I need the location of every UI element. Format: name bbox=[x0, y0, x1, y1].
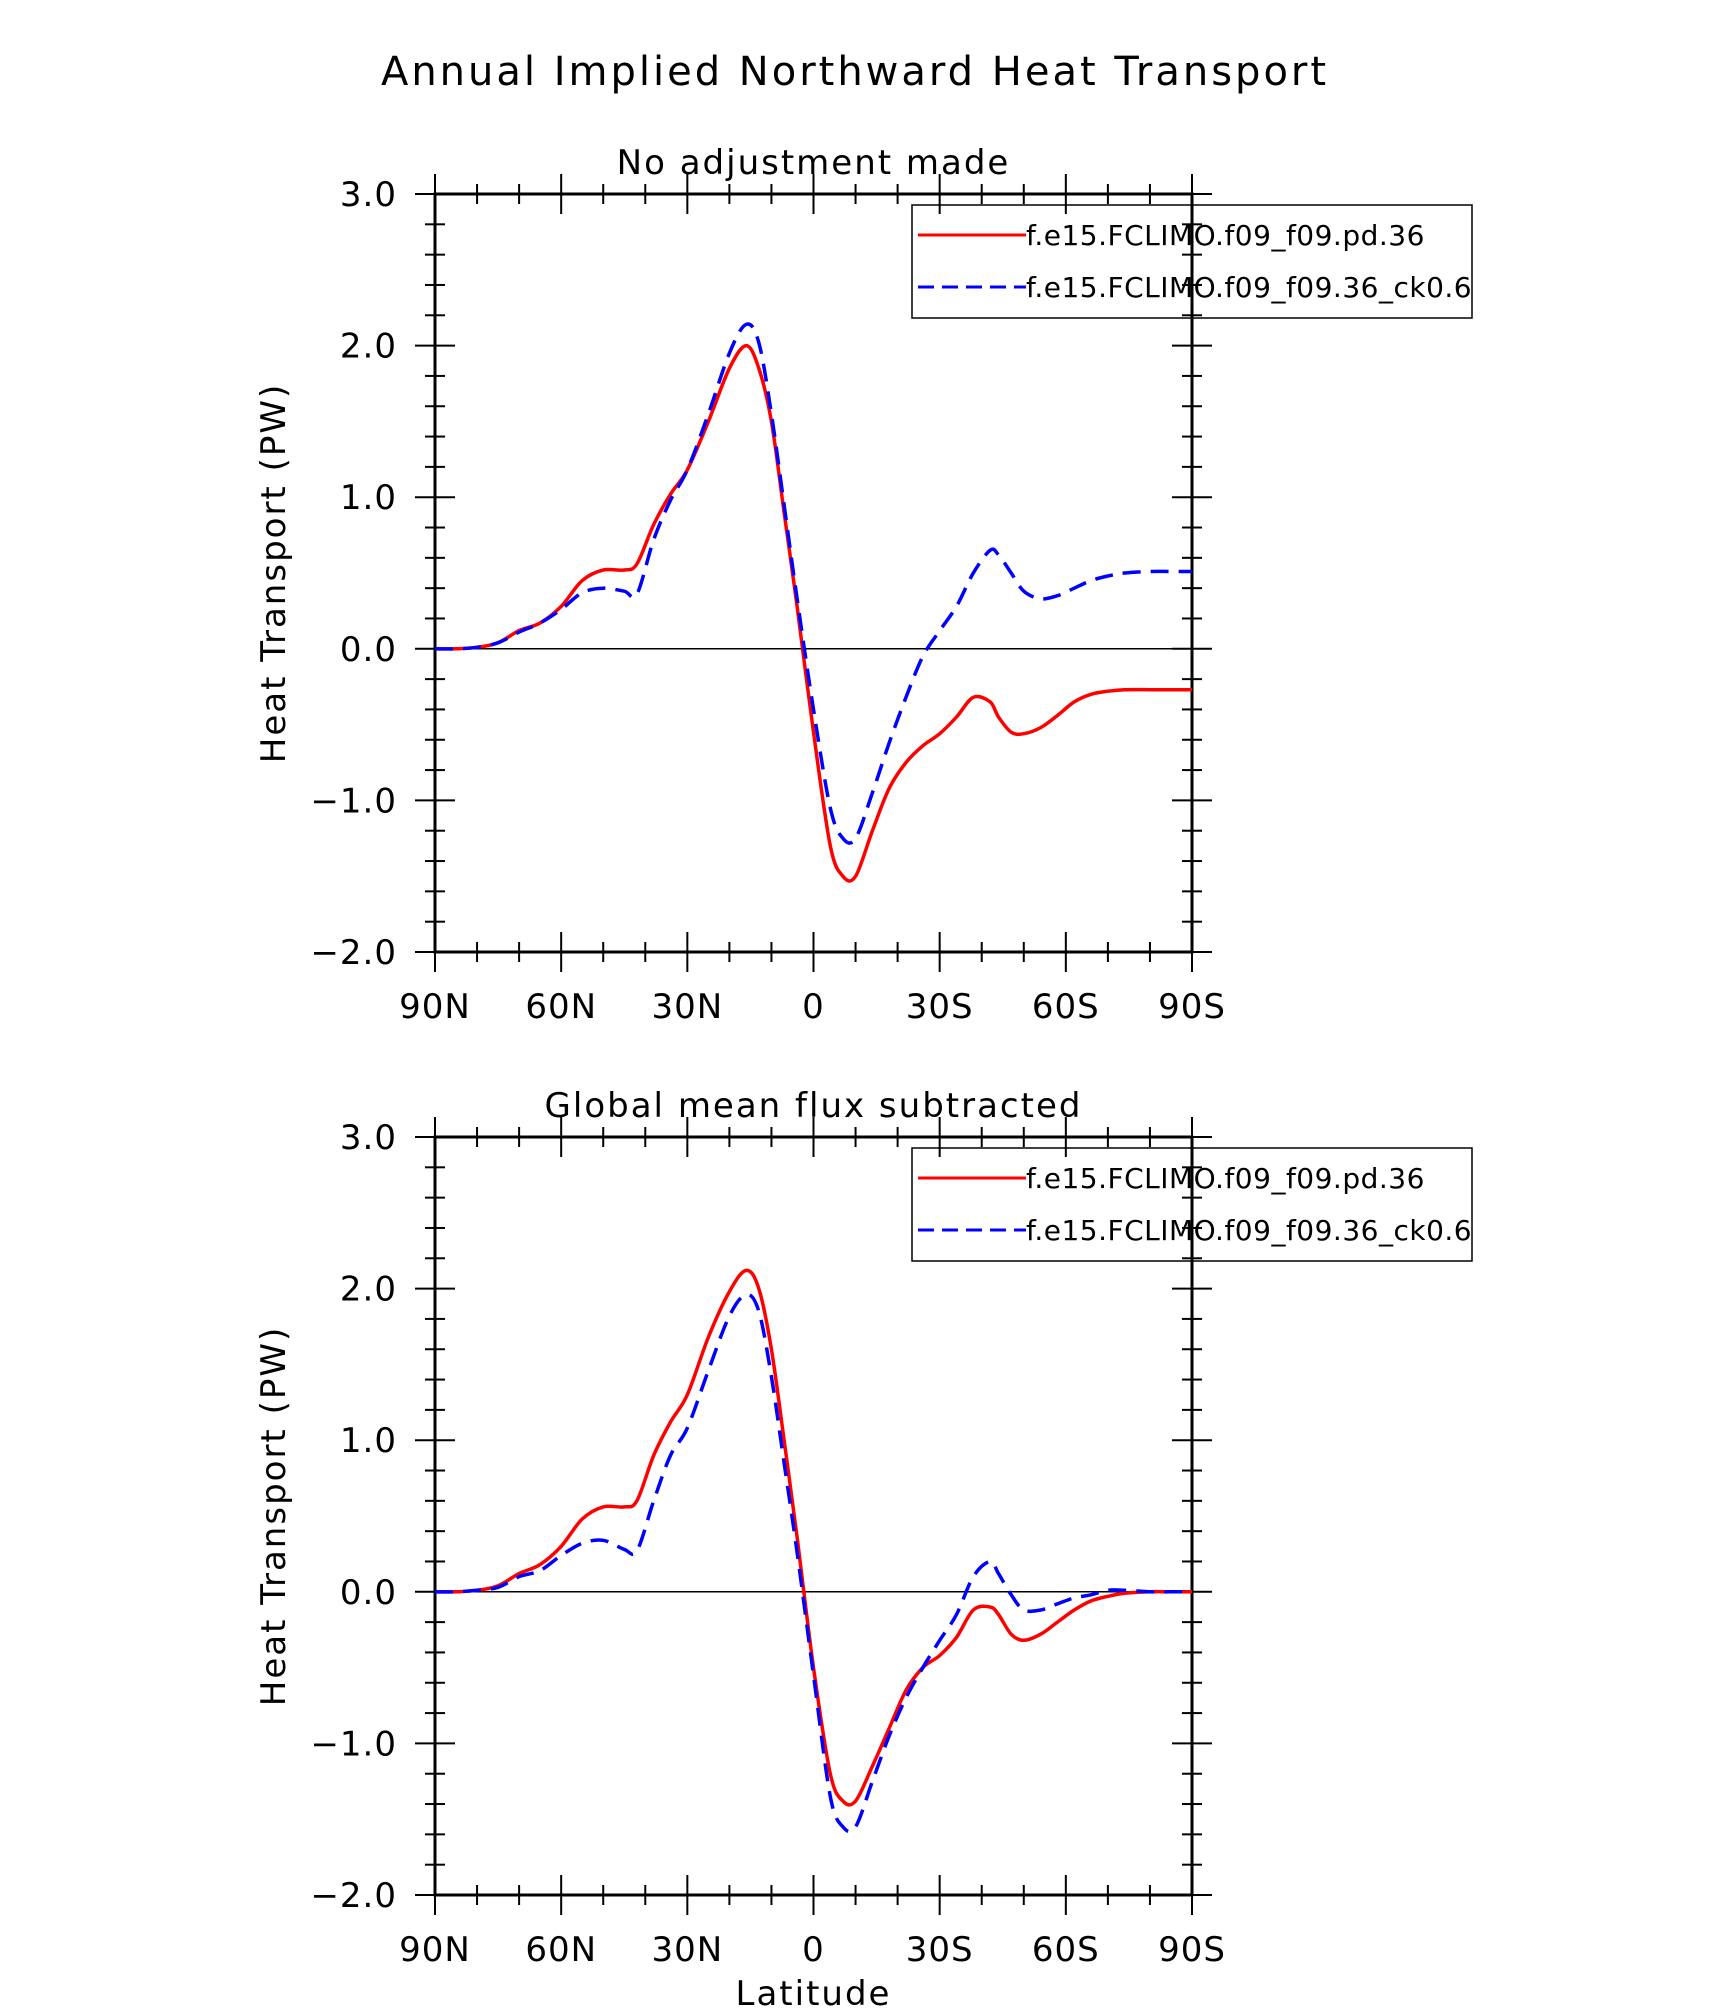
y-tick-label: −1.0 bbox=[310, 1724, 397, 1764]
panel-top: No adjustment made3.02.01.00.0−1.0−2.090… bbox=[254, 143, 1473, 1027]
series-line-2 bbox=[434, 1292, 1192, 1834]
legend-label-1: f.e15.FCLIMO.f09_f09.pd.36 bbox=[1026, 1162, 1425, 1195]
y-tick-label: 1.0 bbox=[340, 1421, 397, 1461]
legend-box bbox=[911, 1147, 1473, 1262]
y-tick-label: 1.0 bbox=[340, 478, 397, 518]
x-tick-label: 60N bbox=[525, 1930, 597, 1970]
x-tick-label: 60S bbox=[1032, 1930, 1100, 1970]
y-tick-label: −1.0 bbox=[310, 781, 397, 821]
y-tick-label: −2.0 bbox=[310, 1876, 397, 1916]
x-axis-label: Latitude bbox=[736, 1974, 892, 2008]
x-tick-label: 60N bbox=[525, 987, 597, 1027]
y-tick-label: 2.0 bbox=[340, 1270, 397, 1310]
y-tick-label: −2.0 bbox=[310, 933, 397, 973]
series-line-1 bbox=[434, 343, 1192, 883]
y-axis-label: Heat Transport (PW) bbox=[254, 1326, 294, 1706]
x-tick-label: 60S bbox=[1032, 987, 1100, 1027]
x-tick-label: 90N bbox=[399, 987, 471, 1027]
y-tick-label: 3.0 bbox=[340, 1118, 397, 1158]
y-axis-label: Heat Transport (PW) bbox=[254, 383, 294, 763]
series-line-2 bbox=[434, 322, 1192, 845]
y-tick-label: 0.0 bbox=[340, 630, 397, 670]
legend-box bbox=[911, 204, 1473, 319]
x-tick-label: 90S bbox=[1158, 1930, 1226, 1970]
x-tick-label: 30N bbox=[651, 1930, 723, 1970]
x-tick-label: 0 bbox=[802, 987, 825, 1027]
x-tick-label: 30S bbox=[906, 1930, 974, 1970]
x-tick-label: 90N bbox=[399, 1930, 471, 1970]
x-tick-label: 0 bbox=[802, 1930, 825, 1970]
figure-title: Annual Implied Northward Heat Transport bbox=[381, 49, 1329, 95]
legend-label-1: f.e15.FCLIMO.f09_f09.pd.36 bbox=[1026, 219, 1425, 252]
x-tick-label: 30N bbox=[651, 987, 723, 1027]
x-tick-label: 30S bbox=[906, 987, 974, 1027]
y-tick-label: 2.0 bbox=[340, 327, 397, 367]
panel-bottom: Global mean flux subtracted3.02.01.00.0−… bbox=[254, 1086, 1473, 2008]
y-tick-label: 0.0 bbox=[340, 1573, 397, 1613]
legend-label-2: f.e15.FCLIMO.f09_f09.36_ck0.6 bbox=[1026, 271, 1472, 304]
x-tick-label: 90S bbox=[1158, 987, 1226, 1027]
series-line-1 bbox=[434, 1268, 1192, 1807]
legend-label-2: f.e15.FCLIMO.f09_f09.36_ck0.6 bbox=[1026, 1214, 1472, 1247]
y-tick-label: 3.0 bbox=[340, 175, 397, 215]
